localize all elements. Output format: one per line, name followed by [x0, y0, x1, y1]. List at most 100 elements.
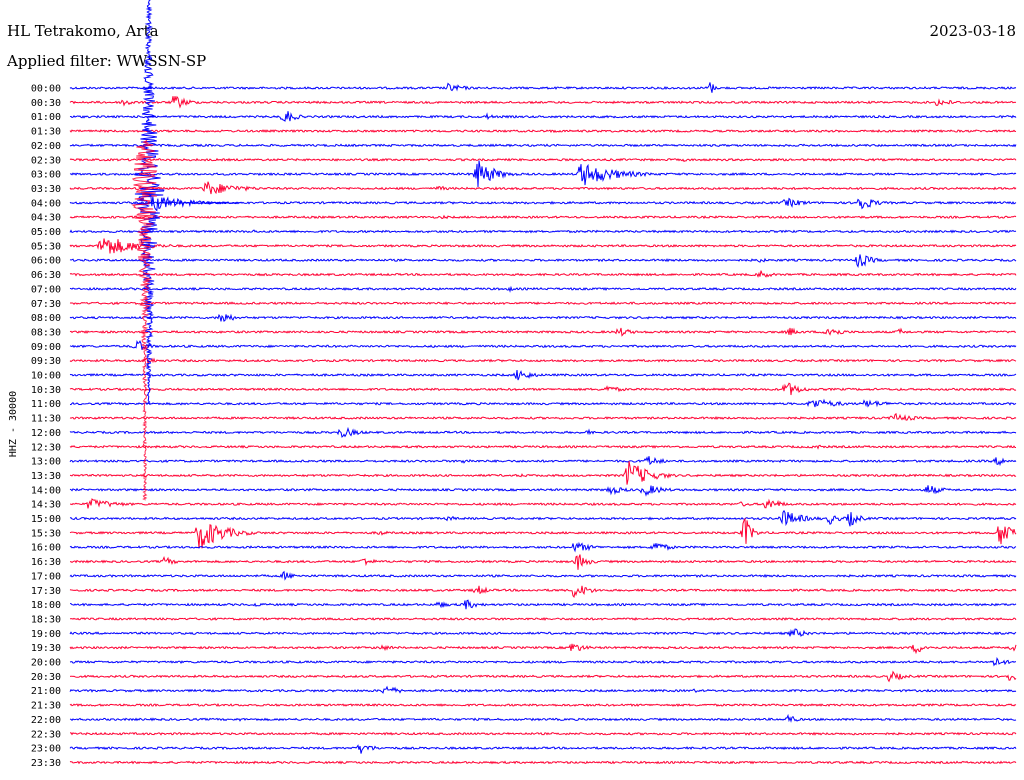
trace-row-1130: [69, 412, 1017, 421]
row-time-label: 01:00: [31, 112, 61, 123]
row-time-label: 04:30: [31, 213, 61, 224]
trace-row-0700: [69, 285, 1017, 293]
trace-row-0130: [69, 129, 1017, 134]
tick-label-layer: 00:00 00:30 01:00 01:30 02:00 02:30 03:00 03:30…: [31, 84, 61, 769]
row-time-label: 07:00: [31, 284, 61, 295]
row-time-label: 13:30: [31, 471, 61, 482]
trace-row-0230: [69, 157, 1017, 163]
filter-label: Applied filter: WWSSN-SP: [6, 52, 206, 70]
row-time-label: 09:00: [31, 342, 61, 353]
row-time-label: 23:30: [31, 758, 61, 769]
row-time-label: 04:00: [31, 198, 61, 209]
row-time-label: 16:30: [31, 557, 61, 568]
trace-row-1600: [69, 541, 1017, 553]
row-time-label: 05:00: [31, 227, 61, 238]
trace-row-0100: [69, 111, 1017, 122]
trace-row-0000: [69, 82, 1017, 93]
row-time-label: 19:30: [31, 643, 61, 654]
trace-row-1700: [69, 570, 1017, 581]
row-time-label: 06:30: [31, 270, 61, 281]
trace-row-2300: [69, 744, 1017, 754]
row-time-label: 12:00: [31, 428, 61, 439]
row-time-label: 13:00: [31, 457, 61, 468]
trace-row-0200: [69, 143, 1017, 148]
row-time-label: 18:00: [31, 600, 61, 611]
trace-row-1900: [69, 628, 1017, 638]
trace-row-1200: [69, 426, 1017, 438]
row-time-label: 06:00: [31, 256, 61, 267]
trace-row-1830: [69, 616, 1017, 621]
row-time-label: 01:30: [31, 127, 61, 138]
major-event-trace: [131, 0, 240, 501]
row-time-label: 08:00: [31, 313, 61, 324]
row-time-label: 14:30: [31, 500, 61, 511]
major-event-burst-2: [131, 139, 161, 501]
row-time-label: 18:30: [31, 614, 61, 625]
trace-row-2130: [69, 703, 1017, 708]
trace-row-0330: [69, 181, 1017, 195]
row-time-label: 21:00: [31, 686, 61, 697]
trace-row-1730: [69, 585, 1017, 598]
major-event-coda: [148, 194, 240, 212]
trace-row-0930: [69, 357, 1017, 366]
trace-row-0430: [69, 214, 1017, 220]
trace-row-1930: [69, 643, 1017, 655]
row-time-label: 02:30: [31, 155, 61, 166]
row-time-label: 02:00: [31, 141, 61, 152]
row-time-label: 15:30: [31, 528, 61, 539]
row-time-label: 17:30: [31, 586, 61, 597]
row-time-label: 00:30: [31, 98, 61, 109]
row-time-label: 12:30: [31, 442, 61, 453]
row-time-label: 17:00: [31, 571, 61, 582]
row-time-label: 10:00: [31, 371, 61, 382]
row-time-label: 19:00: [31, 629, 61, 640]
chart-date: 2023-03-18: [930, 22, 1016, 40]
trace-row-1430: [70, 498, 1017, 509]
trace-row-0300: [69, 160, 1017, 188]
trace-row-2230: [69, 731, 1017, 736]
trace-row-1400: [69, 485, 1017, 497]
trace-row-0530: [69, 238, 1017, 254]
row-time-label: 15:00: [31, 514, 61, 525]
row-time-label: 08:30: [31, 327, 61, 338]
trace-row-2100: [69, 685, 1017, 694]
trace-row-2330: [69, 760, 1017, 765]
trace-row-0900: [69, 339, 1017, 350]
row-time-label: 20:00: [31, 658, 61, 669]
row-time-label: 21:30: [31, 701, 61, 712]
row-time-label: 05:30: [31, 241, 61, 252]
trace-row-1530: [69, 517, 1017, 549]
row-time-label: 22:30: [31, 729, 61, 740]
row-time-label: 03:00: [31, 170, 61, 181]
trace-row-1000: [69, 370, 1017, 381]
y-axis-label: HHZ - 30000: [8, 391, 19, 457]
trace-row-1630: [69, 554, 1017, 570]
row-time-label: 14:00: [31, 485, 61, 496]
row-time-label: 00:00: [31, 84, 61, 95]
trace-row-1800: [70, 599, 1017, 610]
row-time-label: 16:00: [31, 543, 61, 554]
row-time-label: 09:30: [31, 356, 61, 367]
trace-row-1330: [69, 461, 1017, 485]
row-time-label: 07:30: [31, 299, 61, 310]
trace-row-0830: [69, 327, 1016, 337]
row-time-label: 23:00: [31, 744, 61, 755]
row-time-label: 11:00: [31, 399, 61, 410]
row-time-label: 11:30: [31, 414, 61, 425]
trace-row-1230: [69, 444, 1016, 450]
chart-title: HL Tetrakomo, Arta: [7, 22, 159, 40]
row-time-label: 10:30: [31, 385, 61, 396]
trace-row-0800: [69, 313, 1017, 322]
trace-row-0030: [69, 95, 1017, 109]
trace-row-0630: [69, 270, 1017, 278]
trace-row-2000: [69, 656, 1016, 667]
trace-row-0730: [69, 301, 1017, 306]
trace-row-0500: [69, 229, 1017, 234]
trace-row-1030: [69, 382, 1017, 396]
trace-row-2030: [69, 670, 1017, 683]
row-time-label: 22:00: [31, 715, 61, 726]
trace-layer: [69, 0, 1017, 765]
row-time-label: 20:30: [31, 672, 61, 683]
row-time-label: 03:30: [31, 184, 61, 195]
